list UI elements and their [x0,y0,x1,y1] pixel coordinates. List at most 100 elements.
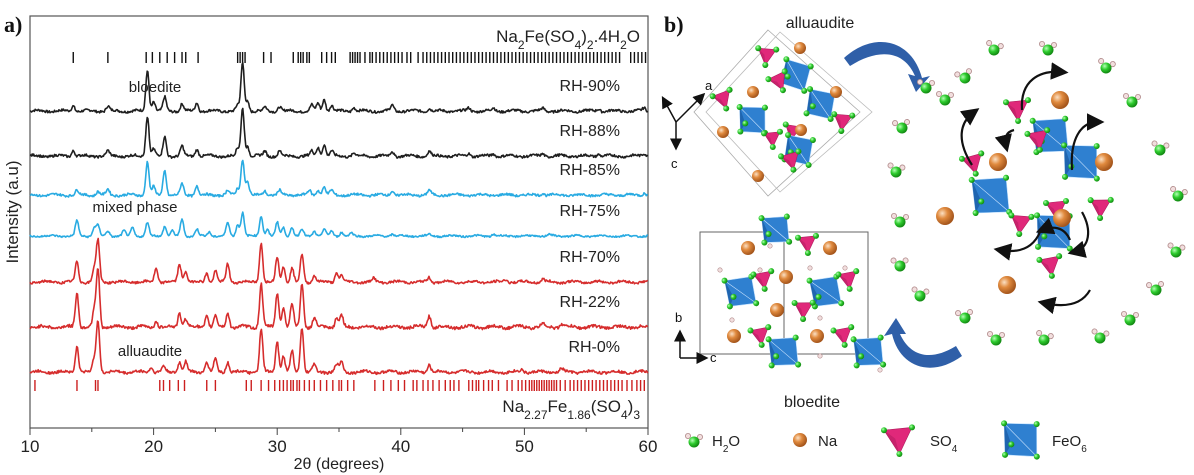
oxygen-atom [753,300,760,307]
oxygen-atom [815,293,822,300]
oxygen-atom [784,73,791,80]
sodium-atom [936,207,954,225]
oxygen-atom [827,115,834,122]
oxygen-atom [838,128,845,135]
transition-cluster [936,62,1114,315]
water-molecule [1120,310,1139,326]
series-line-rh-90pct [29,62,649,114]
plot-border [29,15,649,429]
oxygen-atom [1001,420,1008,427]
panel-b-label: b) [664,12,684,37]
oxygen-atom [791,299,798,306]
phase-annotation: alluaudite [118,343,182,360]
oxygen-atom [801,87,808,94]
sodium-atom-icon [793,433,807,447]
water-molecule [954,68,972,84]
oxygen-atom [781,68,788,75]
x-tick-label: 40 [391,437,410,456]
sulfate-tetrahedron [835,268,860,292]
oxygen-atom [773,46,780,53]
sodium-atom [717,126,729,138]
oxygen-atom [726,86,733,93]
alluaudite-cell [693,29,873,197]
series-label: RH-75% [560,203,620,220]
oxygen-atom [726,303,733,310]
oxygen-atom [1002,451,1009,458]
series-layer [29,62,649,376]
x-tick-label: 50 [515,437,534,456]
water-molecule [1146,281,1165,296]
oxygen-atom [761,239,768,246]
oxygen-atom [768,268,775,275]
water-molecule [1122,92,1141,108]
sodium-atom [1051,91,1069,109]
oxygen-atom [1062,115,1069,122]
axis-letter: c [671,156,678,171]
sodium-atom [727,329,741,343]
alluaudite-axes: bac [661,78,713,171]
oxygen-atom [1043,200,1049,206]
oxygen-atom [1036,146,1043,153]
oxygen-atom [1029,117,1036,124]
oxygen-atom [1008,441,1015,448]
x-axis: 10 20 30 40 50 60 [21,428,658,456]
sodium-atom [823,241,837,255]
series-label: RH-70% [560,249,620,266]
sulfate-tetrahedron [709,86,733,112]
series-label: RH-88% [560,123,620,140]
legend-item-sulfate-tetrahedron: SO4 [881,424,958,457]
x-tick-label: 60 [639,437,658,456]
transition-arrow [1067,211,1090,258]
oxygen-atom [795,234,801,241]
oxygen-atom [1048,272,1055,279]
water-molecule [955,309,974,324]
feo6-octahedron-icon [1001,420,1040,460]
x-tick-label: 10 [21,437,40,456]
oxygen-atom [1093,175,1100,182]
xrd-chart: RH-90% RH-88% RH-85% RH-75% RH-70% RH-22% RH-0… [3,15,658,473]
oxygen-atom [1036,256,1043,263]
axis-letter: b [675,310,682,325]
oxygen-atom [790,166,797,173]
oxygen-atom [723,105,730,112]
oxygen-atom [1003,99,1009,106]
water-molecule [911,286,930,302]
oxygen-atom [849,112,856,119]
oxygen-atom [1003,174,1010,181]
sulfate-tetrahedron [750,268,775,292]
oxygen-atom [761,104,768,111]
water-molecule [887,162,906,178]
oxygen-atom [730,293,737,300]
feo6-octahedron [1001,420,1040,460]
sulfate-tetrahedron [795,232,819,256]
oxygen-atom [858,353,865,360]
series-label: RH-90% [560,78,620,95]
oxygen-atom [809,137,816,144]
structure-drawing: bac b c [661,29,1188,373]
water-molecule [890,257,909,272]
series-label: RH-85% [560,162,620,179]
oxygen-atom [1097,215,1104,222]
bloedite-cell [699,213,887,373]
oxygen-atom [805,161,812,168]
oxygen-atom [747,327,754,334]
sodium-atom [1095,153,1113,171]
sulfate-tetrahedron-icon [881,424,915,457]
water-molecule-icon [684,432,703,448]
oxygen-atom [1044,127,1051,134]
sulfate-tetrahedron [831,111,856,135]
feo6-octahedron [968,174,1013,217]
oxygen-atom [1062,173,1069,180]
oxygen-atom [778,153,785,160]
sodium-atom [779,270,793,284]
sodium-atom [810,329,824,343]
oxygen-atom [1035,243,1042,250]
feo6-octahedron [721,273,760,310]
transition-arrow [959,108,980,166]
oxygen-atom [755,45,762,52]
x-axis-label: 2θ (degrees) [294,456,385,473]
reference-bottom-formula: Na2.27Fe1.86(SO4)3 [502,397,640,422]
series-line-rh-88pct [29,107,649,159]
sulfate-tetrahedron [778,148,802,173]
